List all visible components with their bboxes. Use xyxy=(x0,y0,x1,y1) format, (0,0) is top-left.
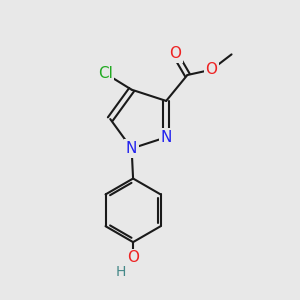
Text: Cl: Cl xyxy=(98,66,112,81)
Text: O: O xyxy=(169,46,181,61)
Text: O: O xyxy=(127,250,139,265)
Text: H: H xyxy=(116,265,126,279)
Text: O: O xyxy=(206,62,218,77)
Text: N: N xyxy=(126,141,137,156)
Text: N: N xyxy=(160,130,172,145)
